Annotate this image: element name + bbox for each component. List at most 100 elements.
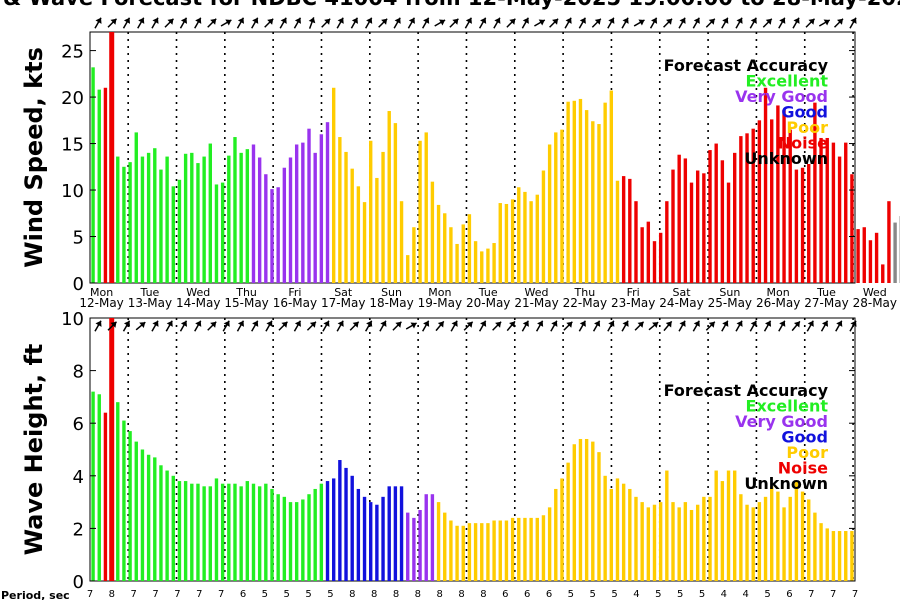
wave-ytick-label: 10	[61, 309, 84, 330]
wave-bar	[578, 438, 583, 581]
period-label: Period, sec	[1, 589, 70, 600]
wind-bar	[609, 90, 614, 283]
wave-bar	[689, 509, 694, 581]
wind-direction-arrow	[137, 17, 145, 29]
arrow-head	[552, 18, 559, 25]
wave-bar	[140, 449, 145, 581]
wind-frame	[89, 31, 856, 284]
wind-direction-arrow	[621, 17, 629, 29]
arrow-head	[693, 320, 700, 327]
wave-bar	[757, 502, 762, 581]
period-value: 7	[131, 589, 137, 600]
wave-bar	[270, 488, 274, 581]
wave-bar	[850, 531, 854, 581]
arrow-head	[452, 18, 459, 25]
wind-bar	[523, 191, 527, 283]
day-label: Mon	[428, 286, 451, 299]
wave-bar	[807, 499, 811, 581]
wind-bar	[560, 129, 564, 283]
wind-bar	[874, 232, 879, 283]
wave-ylabel: Wave Height, ft	[20, 344, 48, 556]
wave-bar	[782, 507, 786, 581]
wave-bar	[751, 507, 755, 581]
arrow-head	[237, 320, 244, 327]
period-value: 4	[633, 589, 639, 600]
wave-bar	[523, 517, 527, 581]
wave-bar	[412, 517, 416, 581]
wind-bar	[689, 182, 694, 283]
arrow-head	[495, 321, 502, 328]
arrow-head	[779, 17, 786, 24]
wind-bar	[554, 132, 558, 283]
arrow-head	[180, 320, 188, 327]
arrow-head	[579, 17, 586, 24]
wind-direction-arrow	[506, 18, 516, 28]
wind-direction-arrow	[194, 17, 202, 29]
wave-bar	[695, 504, 700, 581]
arrow-head	[394, 17, 401, 24]
wave-bar	[282, 496, 287, 581]
wind-bar	[171, 186, 175, 283]
wave-bar	[233, 483, 237, 581]
wind-bar	[183, 153, 188, 283]
date-label: 17-May	[321, 296, 365, 310]
wave-bar	[794, 481, 799, 581]
wave-bar	[603, 475, 607, 581]
wave-ytick-label: 6	[73, 414, 84, 435]
wind-direction-arrow	[607, 17, 615, 29]
arrow-head	[195, 320, 202, 327]
wave-direction-arrow	[278, 321, 288, 331]
day-label: Wed	[525, 286, 549, 299]
wind-bar	[498, 203, 502, 283]
wind-direction-arrow	[321, 18, 331, 28]
wind-bar	[757, 120, 762, 283]
wave-panel: 0 2 4 6 8 10 Wave Height, ft Forecast AccuracyE…	[20, 309, 857, 593]
wind-direction-arrow	[421, 17, 430, 29]
wind-bar	[535, 194, 539, 283]
wave-bar	[362, 496, 367, 581]
legend-title: Forecast Accuracy	[664, 381, 829, 400]
date-label: 25-May	[708, 296, 752, 310]
wind-bar	[128, 162, 132, 283]
arrow-head	[195, 17, 202, 24]
arrow-head	[622, 320, 629, 327]
wind-bar	[406, 255, 410, 283]
wave-bar	[449, 520, 453, 581]
period-value: 5	[590, 589, 596, 600]
wave-direction-arrow	[165, 320, 173, 332]
wind-bar	[770, 119, 774, 283]
arrow-head	[652, 322, 659, 329]
wind-bar	[140, 156, 145, 283]
date-label: 13-May	[128, 296, 172, 310]
arrow-head	[637, 321, 644, 328]
wind-bar	[584, 110, 589, 283]
period-value: 5	[262, 589, 268, 600]
date-label: 20-May	[466, 296, 510, 310]
wave-bar	[665, 470, 669, 581]
period-value: 8	[437, 589, 443, 600]
wind-bar	[369, 140, 373, 283]
arrow-head	[210, 18, 217, 25]
wind-direction-arrow	[521, 17, 530, 29]
date-label: 19-May	[418, 296, 462, 310]
wave-bar	[91, 391, 95, 581]
wave-bar	[702, 496, 706, 581]
wave-bar	[683, 502, 688, 581]
wave-bar	[547, 507, 552, 581]
wind-direction-arrow	[308, 17, 316, 29]
day-axis: Mon12-MayTue13-MayWed14-MayThu15-MayFri1…	[79, 286, 897, 310]
wave-direction-arrow	[648, 321, 659, 331]
wind-bar	[264, 174, 268, 283]
wave-direction-arrow	[336, 320, 344, 332]
day-label: Sat	[672, 286, 691, 299]
wave-bar	[467, 523, 472, 581]
wave-direction-arrow	[663, 320, 673, 332]
legend-item: Good	[781, 103, 828, 122]
legend-item: Very Good	[735, 87, 828, 106]
wind-ytick-label: 5	[73, 228, 84, 249]
wave-direction-arrow	[607, 320, 615, 332]
wind-direction-arrow	[549, 18, 559, 28]
wind-ytick-label: 25	[61, 42, 84, 63]
wind-bar	[436, 204, 441, 283]
